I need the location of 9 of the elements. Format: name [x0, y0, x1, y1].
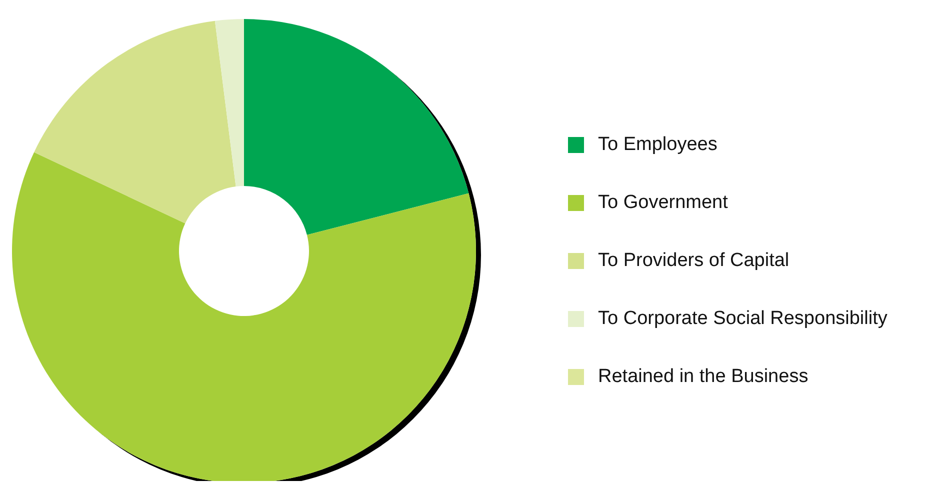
donut-slice: [34, 20, 236, 224]
legend-label: To Employees: [598, 134, 718, 155]
donut-slice: [12, 152, 476, 481]
donut-slice: [214, 19, 244, 187]
legend-label: To Providers of Capital: [598, 250, 790, 271]
legend-label: To Government: [598, 192, 729, 213]
legend-label: To Corporate Social Responsibility: [598, 308, 888, 329]
legend-label: Retained in the Business: [598, 366, 808, 387]
donut-slice: [244, 19, 469, 235]
